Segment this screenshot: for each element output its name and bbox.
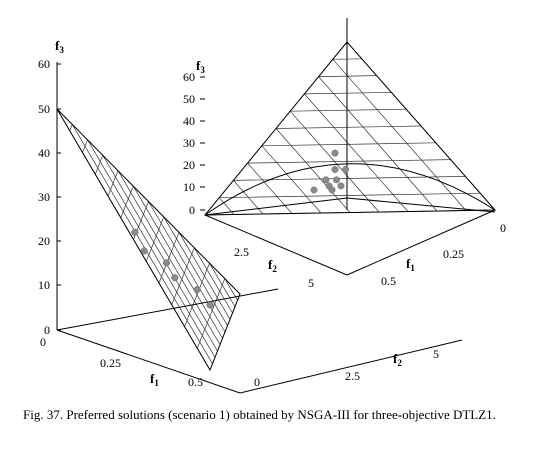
- right-mesh-line: [275, 125, 422, 129]
- right-f1-front-axis: [346, 209, 496, 276]
- right-pareto-front-curve: [204, 163, 496, 216]
- left-mesh-line: [71, 124, 213, 364]
- figure-3d-plots: 0 10 20 30 40 50 60 f3 0 0.25 0.5 f1 0 2…: [38, 18, 506, 394]
- left-f3-tick-label: 40: [38, 146, 50, 160]
- right-mesh-line: [304, 92, 392, 95]
- right-mesh-line: [233, 176, 466, 181]
- left-f1-tick-label: 0: [40, 335, 46, 349]
- left-f2-axis: [56, 288, 279, 331]
- left-mesh-line: [145, 216, 165, 262]
- figure-caption: Fig. 37. Preferred solutions (scenario 1…: [23, 407, 496, 422]
- right-solution-points: [310, 149, 349, 194]
- right-solution-point: [328, 186, 336, 194]
- left-mesh-line: [102, 155, 218, 352]
- right-solution-point: [342, 166, 349, 173]
- right-mesh-line: [247, 159, 451, 164]
- right-f2-front-axis: [204, 214, 348, 276]
- left-f1-axis-label: f1: [150, 371, 159, 388]
- left-mesh-line: [171, 247, 195, 305]
- left-solution-point: [193, 286, 201, 294]
- left-mesh-line: [132, 185, 223, 339]
- left-mesh-line: [87, 139, 216, 358]
- right-f3-tick-label: 10: [183, 180, 195, 194]
- right-3d-plot: 0 10 20 30 40 50 60 f3 2.5 5 f2 0 0.25 0…: [183, 18, 506, 290]
- right-mesh-line: [318, 76, 438, 212]
- right-f1-tick-label: 0: [500, 221, 506, 235]
- left-mesh-line: [120, 185, 134, 218]
- left-f2-back-axis: [239, 339, 463, 394]
- left-f3-tick-label: 50: [38, 102, 50, 116]
- left-f1-axis: [56, 329, 241, 394]
- right-f3-ticks: [200, 76, 205, 211]
- left-solution-point: [206, 301, 214, 309]
- left-mesh-line: [163, 216, 228, 326]
- right-f2-axis-label: f2: [268, 257, 277, 274]
- right-f2-tick-label: 2.5: [234, 245, 249, 259]
- right-solution-point: [337, 182, 345, 190]
- left-mesh-line: [196, 278, 226, 349]
- left-f3-tick-label: 0: [44, 323, 50, 337]
- right-mesh-outline: [203, 41, 497, 216]
- right-solution-point: [331, 149, 339, 157]
- left-solution-point: [140, 247, 148, 255]
- left-f3-tick-label: 60: [38, 57, 50, 71]
- left-f1-tick-label: 0.25: [100, 356, 121, 370]
- left-mesh-outline: [56, 108, 241, 372]
- right-base-edge: [204, 197, 348, 216]
- left-pareto-mesh: [56, 108, 241, 372]
- right-solution-point: [333, 176, 340, 184]
- left-solution-points: [131, 228, 214, 309]
- right-solution-point: [331, 166, 339, 173]
- right-solution-point: [310, 186, 318, 194]
- left-f2-tick-label: 5: [433, 347, 439, 361]
- right-f1-tick-label: 0.25: [443, 247, 464, 261]
- left-f3-axis-label: f3: [55, 38, 64, 55]
- right-f3-tick-label: 50: [183, 92, 195, 106]
- right-f1-axis-label: f1: [406, 256, 415, 273]
- left-3d-plot: 0 10 20 30 40 50 60 f3 0 0.25 0.5 f1 0 2…: [38, 38, 463, 394]
- left-f2-axis-label: f2: [393, 351, 402, 368]
- left-mesh-line: [193, 247, 233, 314]
- right-pareto-mesh: [203, 41, 497, 216]
- right-f2-tick-label: 5: [308, 276, 314, 290]
- right-f3-tick-label: 0: [189, 203, 195, 217]
- right-mesh-line: [247, 162, 293, 214]
- right-solution-point: [322, 176, 330, 184]
- left-f1-tick-label: 0.5: [188, 375, 203, 389]
- left-solution-point: [131, 228, 139, 236]
- right-mesh-line: [332, 59, 467, 211]
- right-f1-tick-label: 0.5: [381, 274, 396, 288]
- right-f3-tick-label: 60: [183, 70, 195, 84]
- left-f3-tick-label: 20: [38, 234, 50, 248]
- right-f3-tick-label: 30: [183, 136, 195, 150]
- left-mesh-line: [94, 155, 104, 175]
- left-f3-tick-label: 30: [38, 190, 50, 204]
- left-mesh-line: [184, 263, 210, 327]
- left-f2-tick-label: 0: [254, 375, 260, 389]
- left-solution-point: [162, 259, 171, 267]
- right-mesh-line: [275, 128, 351, 213]
- right-f3-tick-label: 40: [183, 114, 195, 128]
- left-mesh-line: [117, 170, 221, 345]
- right-mesh-line: [219, 192, 481, 199]
- right-f3-axis-label: f3: [196, 58, 205, 75]
- right-base-edge: [346, 197, 496, 213]
- left-f2-tick-label: 2.5: [345, 369, 360, 383]
- left-f3-tick-label: 10: [38, 278, 50, 292]
- left-f3-ticks: [57, 63, 61, 331]
- left-mesh-line: [69, 124, 73, 131]
- left-solution-point: [171, 274, 179, 282]
- right-f3-tick-label: 20: [183, 158, 195, 172]
- right-mesh-line: [304, 93, 409, 212]
